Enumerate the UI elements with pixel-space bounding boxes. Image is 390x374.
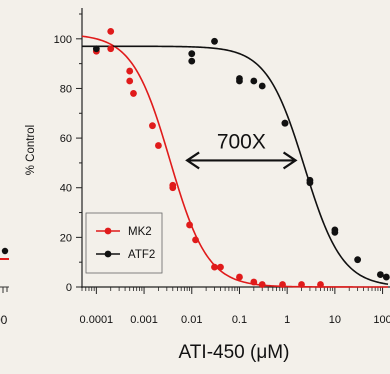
annotation-arrowhead-left (185, 151, 200, 170)
annotation-label: 700X (217, 130, 266, 153)
legend-label-atf2: ATF2 (128, 249, 155, 261)
data-point-atf2 (382, 273, 390, 281)
data-point-mk2 (298, 281, 305, 288)
x-tick-label: 1 (284, 314, 290, 326)
data-point-mk2 (217, 263, 224, 271)
annotation-arrowhead-right (282, 151, 298, 170)
y-tick-label: 100 (54, 34, 72, 46)
legend-marker-mk2 (104, 227, 112, 235)
x-tick-label: 10 (329, 314, 341, 326)
data-point-atf2 (188, 50, 196, 58)
data-point-mk2 (155, 142, 162, 149)
y-tick-label: 0 (66, 282, 72, 294)
data-point-mk2 (250, 278, 258, 286)
legend-box (85, 212, 163, 274)
data-point-mk2 (279, 281, 286, 288)
data-point-atf2 (250, 77, 258, 85)
data-point-atf2 (258, 82, 266, 90)
fit-curve-atf2 (82, 45, 389, 285)
data-point-atf2 (92, 45, 100, 53)
legend-label-mk2: MK2 (128, 226, 152, 238)
y-tick-label: 20 (60, 232, 72, 244)
legend: MK2 ATF2 (85, 212, 163, 274)
data-point-atf2 (281, 119, 289, 127)
data-point-mk2 (126, 67, 134, 75)
data-point-mk2 (130, 90, 137, 97)
data-point-mk2 (236, 273, 243, 281)
data-point-mk2 (126, 77, 134, 85)
legend-marker-atf2 (104, 250, 112, 258)
data-point-mk2 (317, 281, 324, 288)
y-tick-label: 80 (60, 83, 72, 95)
x-tick-label: 0.1 (232, 314, 247, 326)
data-point-mk2 (186, 221, 193, 229)
data-point-mk2 (169, 181, 177, 189)
data-point-atf2 (306, 179, 314, 187)
x-tick-label: 0.001 (130, 314, 158, 326)
data-point-atf2 (376, 271, 384, 278)
y-axis-title: % Control (25, 125, 37, 176)
data-point-atf2 (211, 37, 218, 45)
fit-curves (81, 35, 389, 288)
y-tick-label: 60 (60, 133, 72, 145)
x-axis-title: ATI-450 (μM) (179, 342, 290, 363)
data-point-atf2 (236, 77, 243, 85)
x-tick-label: 100 (373, 314, 390, 326)
x-tick-label: 0.01 (181, 314, 202, 326)
axes: 0 20 40 60 80 100 0.0001 0.001 0.01 0.1 1 10 100 (54, 8, 390, 326)
x-tick-label: 0.0001 (80, 314, 114, 326)
data-point-mk2 (211, 263, 218, 271)
svg-text:00: 00 (0, 313, 8, 327)
data-points (92, 27, 390, 288)
left-panel-fragment: 00 (0, 247, 9, 327)
y-tick-label: 40 (60, 183, 72, 195)
data-point-mk2 (258, 281, 266, 288)
data-point-atf2 (354, 256, 362, 264)
fit-curve-mk2 (81, 35, 388, 288)
annotation: 700X (185, 130, 298, 170)
data-point-mk2 (107, 27, 115, 35)
data-point-mk2 (107, 45, 115, 53)
data-point-atf2 (331, 229, 339, 236)
data-point-mk2 (149, 122, 156, 130)
data-point-mk2 (192, 236, 199, 244)
data-point-atf2 (188, 57, 196, 65)
